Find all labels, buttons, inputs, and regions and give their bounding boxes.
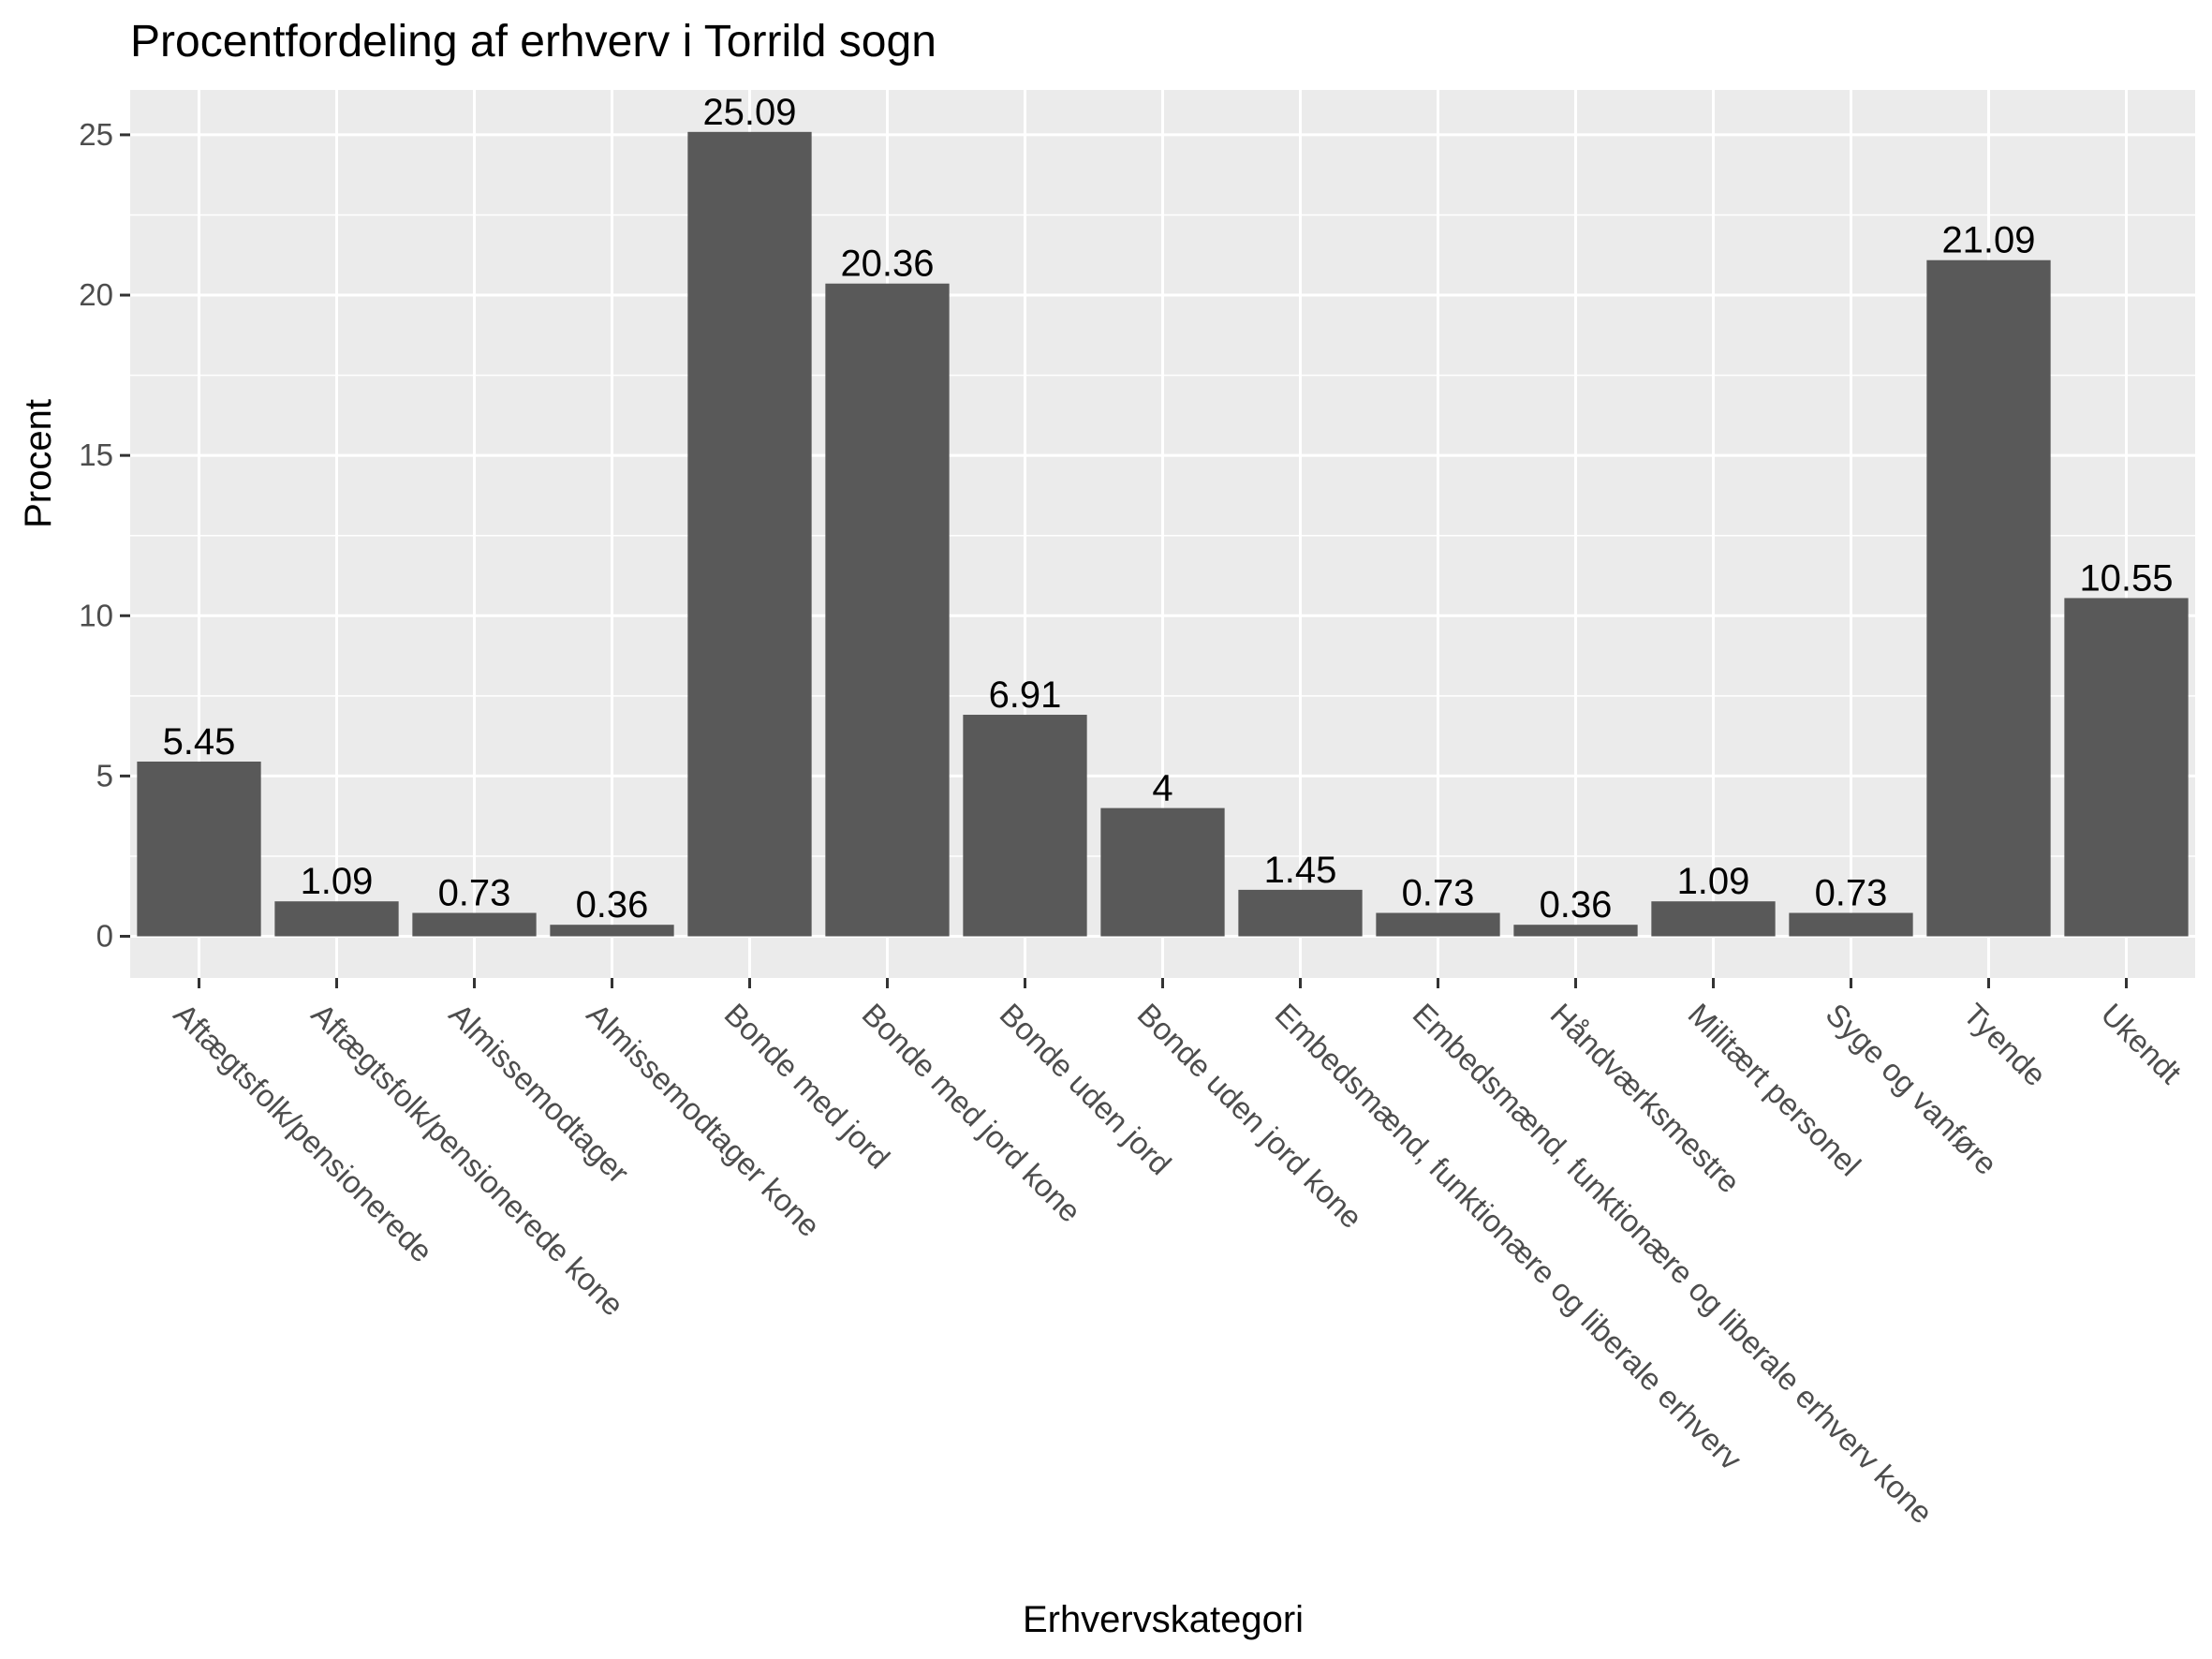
bar-value-label: 1.09 <box>301 861 374 902</box>
bar-value-label: 6.91 <box>989 674 1062 716</box>
bar-value-label: 0.73 <box>438 873 511 914</box>
bar <box>2064 598 2188 936</box>
bar-value-label: 0.36 <box>576 884 649 926</box>
y-tick-label: 5 <box>96 758 113 792</box>
y-axis: 0 5 10 15 20 25 <box>79 117 130 954</box>
bar-value-label: 21.09 <box>1941 220 2035 261</box>
bar-value-label: 0.73 <box>1815 873 1888 914</box>
x-axis-title: Erhvervskategori <box>1023 1599 1304 1640</box>
bar <box>1100 808 1224 937</box>
x-axis: Aftægtsfolk/pensioneredeAftægtsfolk/pens… <box>168 978 2189 1530</box>
bar <box>1926 260 2050 937</box>
bar <box>687 132 811 937</box>
bar-value-label: 20.36 <box>840 244 934 285</box>
bar-value-label: 25.09 <box>702 92 796 133</box>
bar-value-label: 0.36 <box>1540 884 1613 926</box>
x-category-label: Embedsmænd, funktionære og liberale erhv… <box>1407 997 1940 1531</box>
bar <box>1513 925 1637 936</box>
bar <box>1238 890 1362 937</box>
y-tick-label: 25 <box>79 117 113 152</box>
bar-value-label: 5.45 <box>163 721 236 763</box>
bar-value-label: 1.45 <box>1264 850 1337 891</box>
bar <box>963 715 1086 936</box>
bar-value-label: 1.09 <box>1677 861 1750 902</box>
bar <box>137 762 260 937</box>
chart-title: Procentfordeling af erhverv i Torrild so… <box>130 17 936 67</box>
x-category-label: Bonde uden jord kone <box>1131 997 1370 1236</box>
x-category-label: Tyende <box>1957 997 2054 1093</box>
y-tick-label: 10 <box>79 598 113 632</box>
bar-value-label: 10.55 <box>2079 557 2173 599</box>
x-category-label: Ukendt <box>2095 997 2189 1090</box>
x-category-label: Embedsmænd, funktionære og liberale erhv… <box>1269 997 1749 1477</box>
bar <box>825 284 949 937</box>
bar <box>274 901 398 936</box>
bar <box>412 913 536 937</box>
bar <box>1376 913 1499 937</box>
bar <box>1651 901 1775 936</box>
bar-value-label: 4 <box>1152 768 1172 809</box>
y-axis-title: Procent <box>18 399 59 528</box>
x-category-label: Almissemodtager kone <box>581 997 828 1244</box>
x-category-label: Aftægtsfolk/pensionerede <box>168 997 440 1269</box>
y-tick-label: 20 <box>79 277 113 312</box>
bar-value-label: 0.73 <box>1402 873 1475 914</box>
bar <box>550 925 673 936</box>
bar <box>1789 913 1912 937</box>
y-tick-label: 0 <box>96 919 113 954</box>
y-tick-label: 15 <box>79 437 113 472</box>
